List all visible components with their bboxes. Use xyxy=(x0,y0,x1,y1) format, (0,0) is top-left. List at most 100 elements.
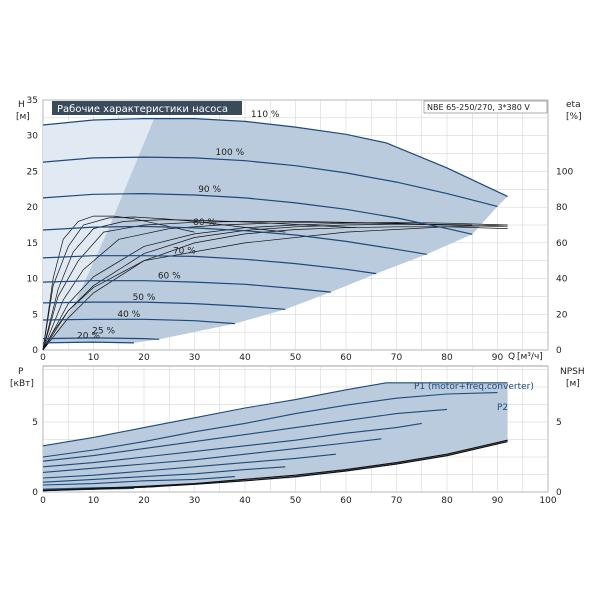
speed-label: 50 % xyxy=(133,293,156,303)
power-curve xyxy=(42,476,235,486)
efficiency-curve xyxy=(42,219,357,351)
power-curve xyxy=(42,408,448,462)
power-area xyxy=(43,382,508,492)
speed-labels: 110 % 100 % 90 % 80 % 70 % 60 % 50 % 40 %25 %20… xyxy=(77,110,280,341)
y-tick: 30 xyxy=(27,132,39,142)
y-tick: 35 xyxy=(27,96,38,106)
x-tick: 30 xyxy=(189,496,201,506)
efficiency-curve xyxy=(42,226,508,351)
x-tick: 10 xyxy=(88,353,100,363)
head-curve xyxy=(42,318,235,325)
eta-tick: 60 xyxy=(556,239,568,249)
efficiency-curve xyxy=(42,224,508,351)
eta-tick: 0 xyxy=(556,346,562,356)
x-tick: 90 xyxy=(492,496,504,506)
p2-label: P2 xyxy=(497,403,508,413)
efficiency-curve xyxy=(42,215,195,351)
title-background xyxy=(52,101,242,115)
head-curve xyxy=(42,341,134,344)
operating-area-light xyxy=(43,118,155,350)
npsh-curves xyxy=(42,439,508,492)
x-label: Q xyxy=(508,352,515,362)
x-tick: 20 xyxy=(138,496,150,506)
p-tick: 0 xyxy=(32,488,38,498)
head-curve xyxy=(42,337,160,340)
x-tick: 60 xyxy=(340,353,352,363)
x-tick: 10 xyxy=(88,496,100,506)
x-tick: 0 xyxy=(40,496,46,506)
efficiency-curve xyxy=(42,221,473,351)
power-curve xyxy=(42,438,382,473)
speed-label: 110 % xyxy=(251,110,280,120)
x-tick: 20 xyxy=(138,353,150,363)
y-tick: 0 xyxy=(32,346,38,356)
x-tick: 70 xyxy=(391,496,403,506)
y-left-unit: [м] xyxy=(16,112,30,122)
eta-tick: 20 xyxy=(556,310,568,320)
head-curve xyxy=(42,118,508,197)
efficiency-curve xyxy=(42,221,448,351)
operating-area xyxy=(43,118,508,350)
x-tick: 50 xyxy=(290,353,302,363)
speed-label: 20 % xyxy=(77,332,100,342)
head-curve xyxy=(42,301,286,310)
x-tick: 70 xyxy=(391,353,403,363)
y-right-label: eta xyxy=(566,100,581,110)
x-tick: 60 xyxy=(340,496,352,506)
power-curves xyxy=(42,382,508,491)
x-tick: 30 xyxy=(189,353,201,363)
p-label: P xyxy=(18,367,24,377)
y-right-unit: [%] xyxy=(566,112,582,122)
head-curves xyxy=(42,118,508,344)
speed-label: 40 % xyxy=(117,310,140,320)
x-tick: 90 xyxy=(492,353,504,363)
power-curve xyxy=(42,382,508,447)
npsh-tick: 5 xyxy=(556,418,562,428)
head-curve xyxy=(42,280,331,293)
x-tick: 80 xyxy=(441,353,453,363)
npsh-tick: 0 xyxy=(556,488,562,498)
x-tick: 100 xyxy=(539,496,556,506)
chart-title: Рабочие характеристики насоса xyxy=(57,104,228,115)
speed-label: 25 % xyxy=(92,327,115,337)
efficiency-curve xyxy=(42,216,286,351)
y-left-label: H xyxy=(18,100,25,110)
x-tick: 80 xyxy=(441,496,453,506)
npsh-label: NPSH xyxy=(560,367,585,377)
x-tick: 40 xyxy=(239,353,251,363)
npsh-unit: [м] xyxy=(566,379,580,389)
p-tick: 5 xyxy=(32,418,38,428)
y-tick: 20 xyxy=(27,203,39,213)
eta-tick: 100 xyxy=(556,167,573,177)
power-curve xyxy=(42,422,422,468)
model-box xyxy=(423,100,548,114)
p1-label: P1 (motor+freq.converter) xyxy=(414,382,534,392)
x-unit: [м³/ч] xyxy=(517,352,543,362)
x-tick: 0 xyxy=(40,353,46,363)
head-curve xyxy=(42,255,377,275)
x-tick: 50 xyxy=(290,496,302,506)
speed-label: 70 % xyxy=(173,247,196,257)
npsh-curve xyxy=(42,441,508,492)
eta-tick: 40 xyxy=(556,275,568,285)
head-curve xyxy=(42,225,427,255)
npsh-curve xyxy=(42,439,508,492)
head-curve xyxy=(42,192,473,235)
head-axis-ticks: 0 5 10 15 20 25 30 35 0 10 20 30 40 50 60 70 80 90 0 20 40 60… xyxy=(27,96,574,363)
power-curve xyxy=(42,466,286,483)
power-curve xyxy=(42,453,336,479)
speed-label: 80 % xyxy=(193,218,216,228)
head-curve xyxy=(42,156,498,207)
head-efficiency-panel: 110 %100 %90 %80 %70 %60 %50 %40 %25 %20… xyxy=(16,96,582,363)
speed-label: 60 % xyxy=(158,272,181,282)
y-tick: 5 xyxy=(32,310,38,320)
speed-label: 100 % xyxy=(216,148,245,158)
y-tick: 25 xyxy=(27,167,38,177)
y-tick: 10 xyxy=(27,275,39,285)
power-curve xyxy=(42,392,498,458)
speed-label: 90 % xyxy=(198,185,221,195)
eta-tick: 80 xyxy=(556,203,568,213)
